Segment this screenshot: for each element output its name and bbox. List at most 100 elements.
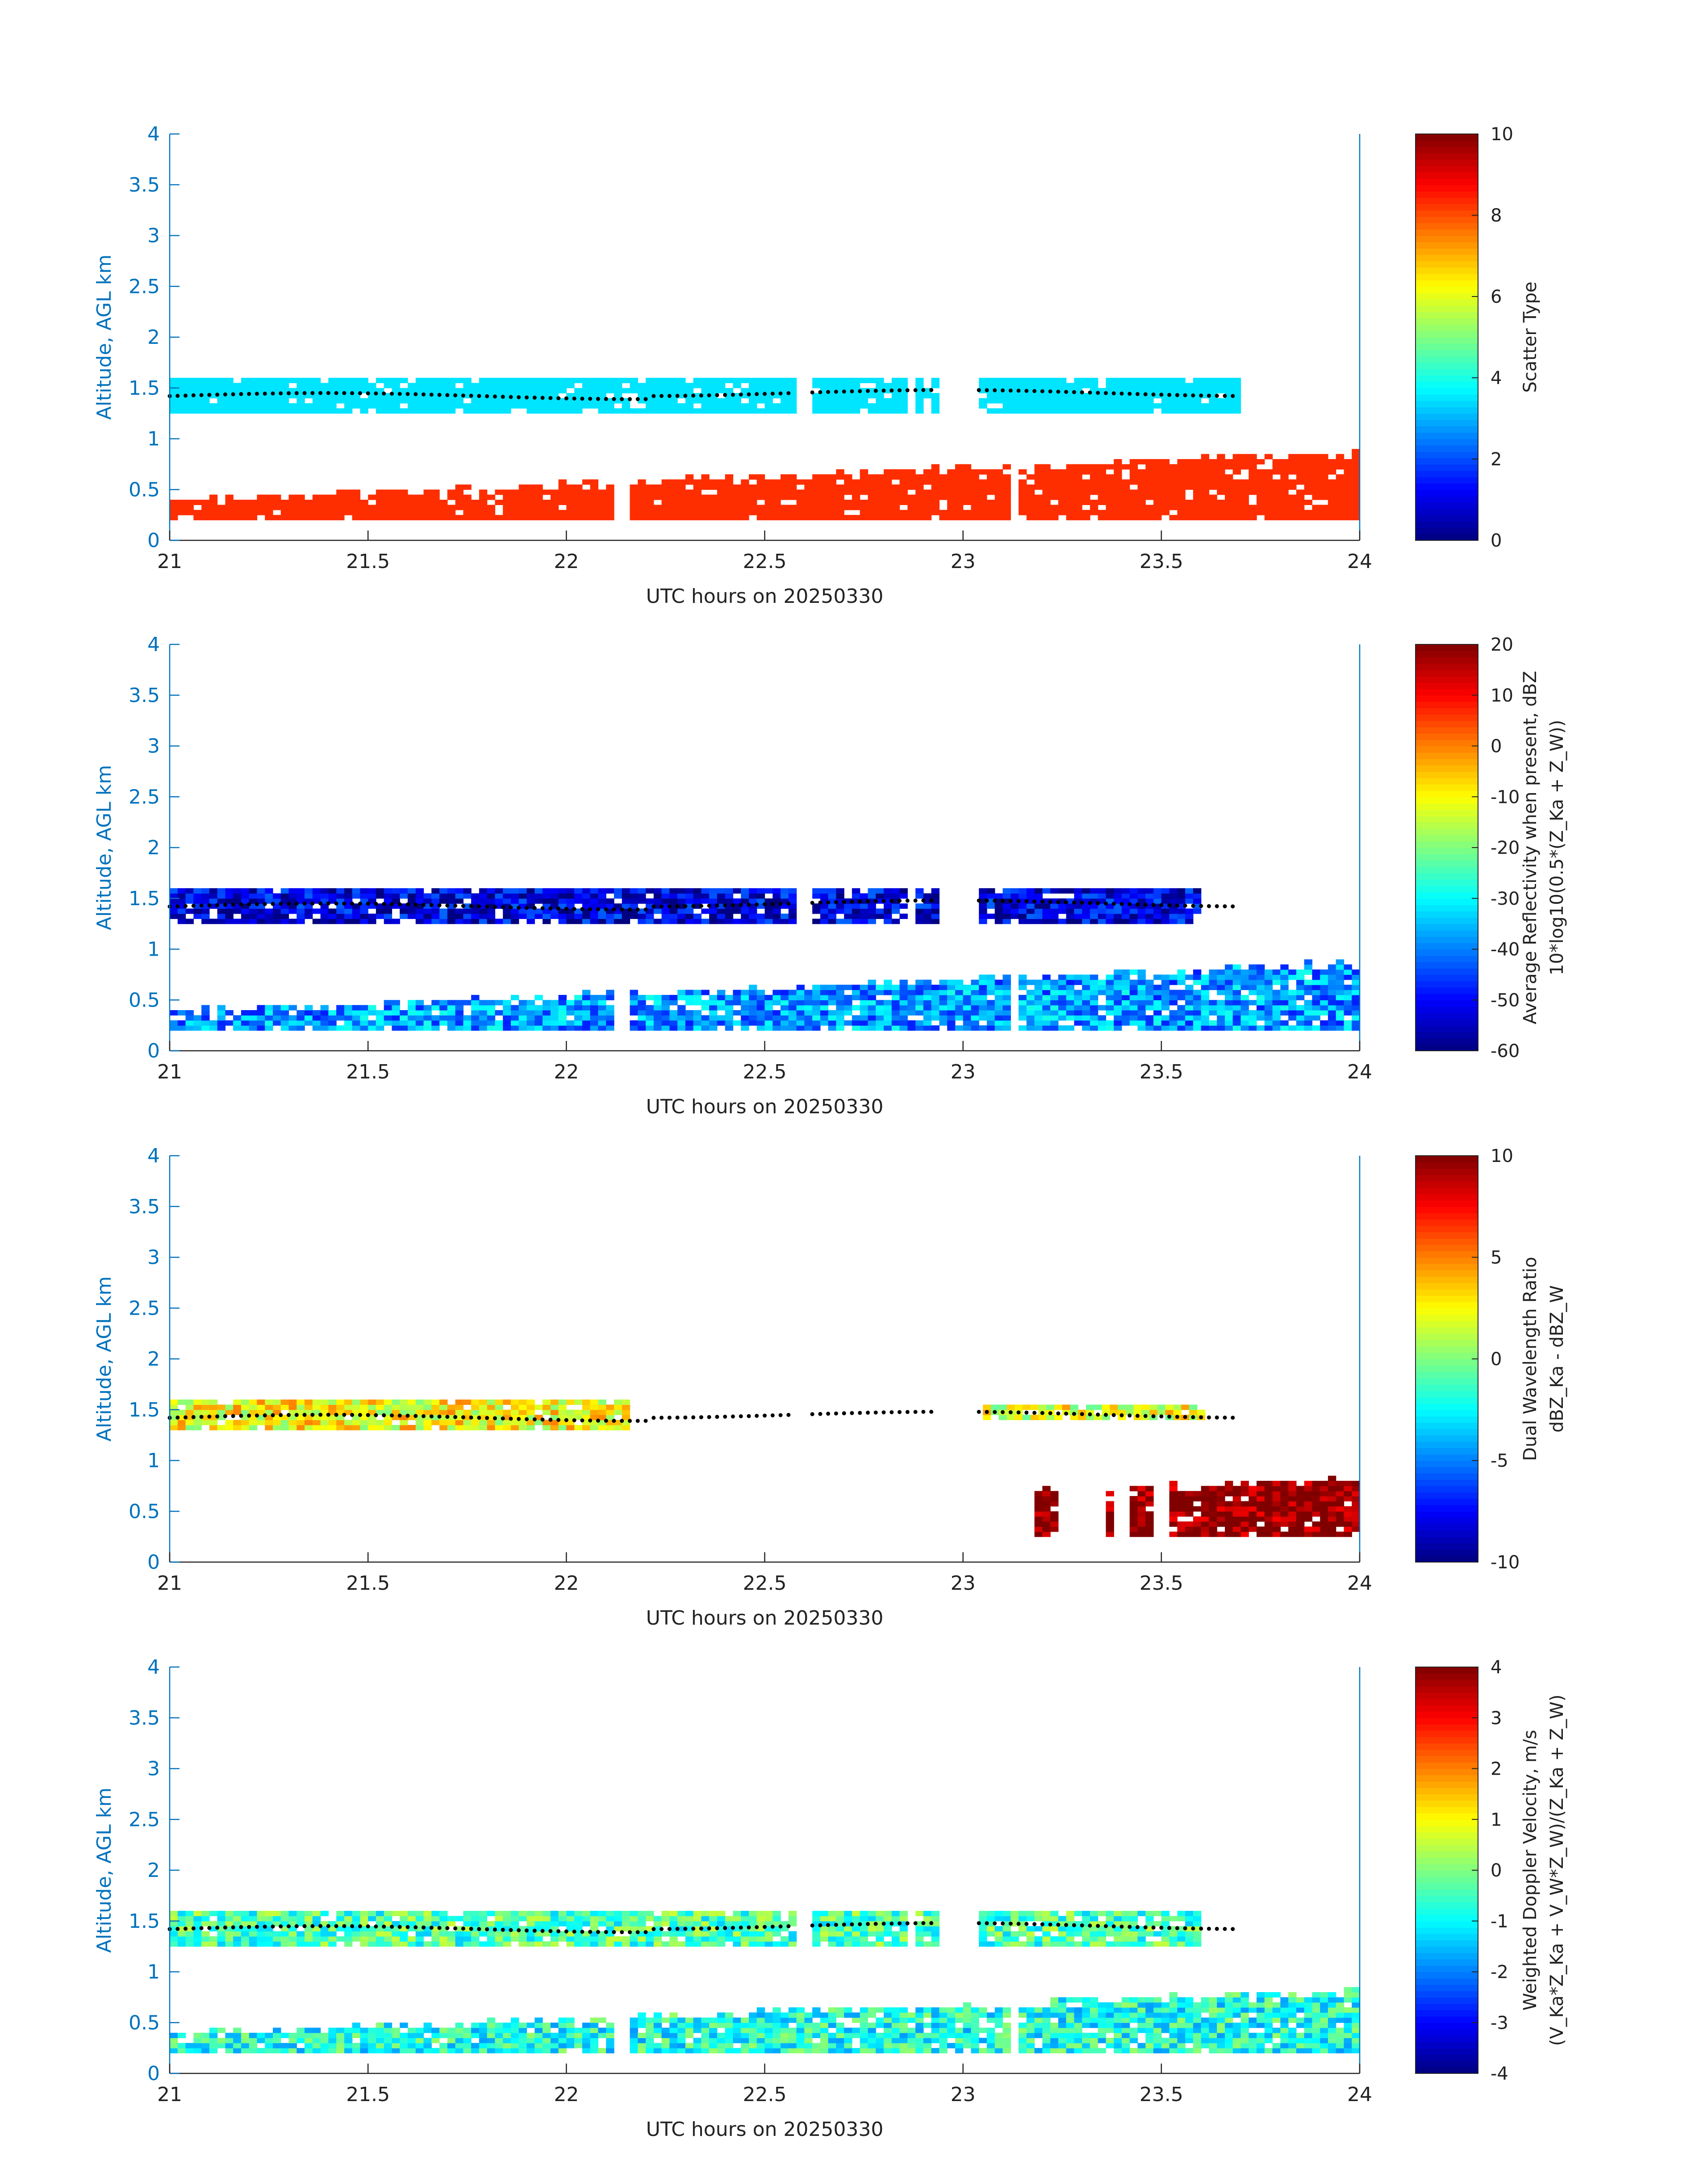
data-cell — [1110, 1409, 1118, 1415]
data-cell — [1098, 903, 1107, 909]
data-cell — [788, 908, 797, 914]
data-cell — [170, 1425, 178, 1430]
data-cell — [1288, 1506, 1297, 1512]
data-cell — [812, 903, 821, 909]
data-cell — [503, 898, 511, 904]
data-cell — [1217, 1501, 1225, 1507]
data-cell — [1074, 494, 1082, 500]
data-cell — [1177, 500, 1186, 505]
cloud-dot — [397, 902, 402, 907]
data-cell — [701, 1025, 710, 1031]
data-cell — [1122, 994, 1130, 1000]
data-cell — [463, 494, 472, 500]
cloud-dot — [1207, 393, 1211, 398]
data-cell — [1304, 454, 1312, 460]
data-cell — [812, 500, 821, 505]
data-cell — [431, 388, 440, 393]
data-cell — [677, 378, 686, 383]
data-cell — [487, 1409, 496, 1415]
cloud-dot — [1001, 388, 1005, 393]
data-cell — [280, 1400, 289, 1405]
data-cell — [526, 1400, 535, 1405]
data-cell — [471, 505, 480, 510]
data-cell — [923, 474, 932, 480]
data-cell — [606, 1404, 614, 1410]
data-cell — [820, 1005, 829, 1011]
data-cell — [511, 398, 519, 404]
data-cell — [439, 515, 448, 521]
data-cell — [1114, 500, 1122, 505]
data-cell — [1264, 1501, 1273, 1507]
data-cell — [487, 1000, 496, 1006]
data-cell — [709, 919, 718, 924]
data-cell — [939, 1010, 948, 1015]
data-cell — [1122, 979, 1130, 985]
data-cell — [1344, 489, 1352, 495]
colorbar-swatch — [1416, 790, 1478, 797]
x-tick-label: 22 — [554, 1061, 579, 1083]
data-cell — [320, 1425, 329, 1430]
data-cell — [241, 898, 250, 904]
data-cell — [1249, 1506, 1257, 1512]
data-cell — [558, 908, 567, 914]
data-cell — [479, 898, 488, 904]
colorbar-swatch — [1416, 892, 1478, 899]
cloud-dot — [540, 906, 545, 911]
data-cell — [408, 403, 416, 409]
data-cell — [471, 408, 480, 414]
data-cell — [852, 985, 860, 990]
data-cell — [1082, 1025, 1090, 1031]
data-cell — [614, 903, 622, 909]
data-cell — [1026, 388, 1035, 393]
data-cell — [543, 1000, 551, 1006]
data-cell — [876, 474, 884, 480]
data-cell — [836, 1025, 844, 1031]
data-cell — [836, 510, 844, 515]
data-cell — [1193, 908, 1202, 914]
data-cell — [717, 898, 726, 904]
data-cell — [352, 1005, 360, 1011]
data-cell — [558, 494, 567, 500]
data-cell — [1169, 1020, 1178, 1026]
data-cell — [677, 1010, 686, 1015]
data-cell — [479, 1025, 488, 1031]
data-cell — [820, 500, 829, 505]
data-cell — [344, 1425, 353, 1430]
data-cell — [1272, 994, 1281, 1000]
data-cell — [574, 1000, 583, 1006]
data-cell — [884, 1010, 892, 1015]
data-cell — [812, 919, 821, 924]
data-cell — [257, 919, 265, 924]
data-cell — [1026, 393, 1035, 399]
data-cell — [305, 1409, 313, 1415]
data-cell — [971, 515, 979, 521]
data-cell — [1034, 515, 1043, 521]
data-cell — [773, 505, 781, 510]
cloud-dot — [405, 902, 410, 907]
cloud-dot — [818, 390, 823, 394]
data-cell — [1257, 990, 1265, 995]
data-cell — [1169, 403, 1178, 409]
data-cell — [1058, 990, 1067, 995]
data-cell — [273, 398, 281, 404]
data-cell — [431, 1005, 440, 1011]
data-cell — [1320, 494, 1328, 500]
data-cell — [1280, 1481, 1289, 1486]
data-cell — [1137, 1486, 1146, 1492]
data-cell — [764, 398, 773, 404]
colorbar-swatch — [1416, 905, 1478, 911]
data-cell — [1201, 505, 1210, 510]
data-cell — [1002, 903, 1011, 909]
data-cell — [638, 484, 646, 490]
data-cell — [225, 898, 234, 904]
data-cell — [1082, 383, 1090, 389]
colorbar-swatch — [1416, 489, 1478, 497]
data-cell — [725, 408, 734, 414]
data-cell — [741, 378, 749, 383]
data-cell — [1145, 1511, 1154, 1517]
data-cell — [1169, 1486, 1178, 1492]
data-cell — [535, 908, 543, 914]
data-cell — [661, 500, 670, 505]
data-cell — [566, 1020, 575, 1026]
data-cell — [233, 505, 242, 510]
